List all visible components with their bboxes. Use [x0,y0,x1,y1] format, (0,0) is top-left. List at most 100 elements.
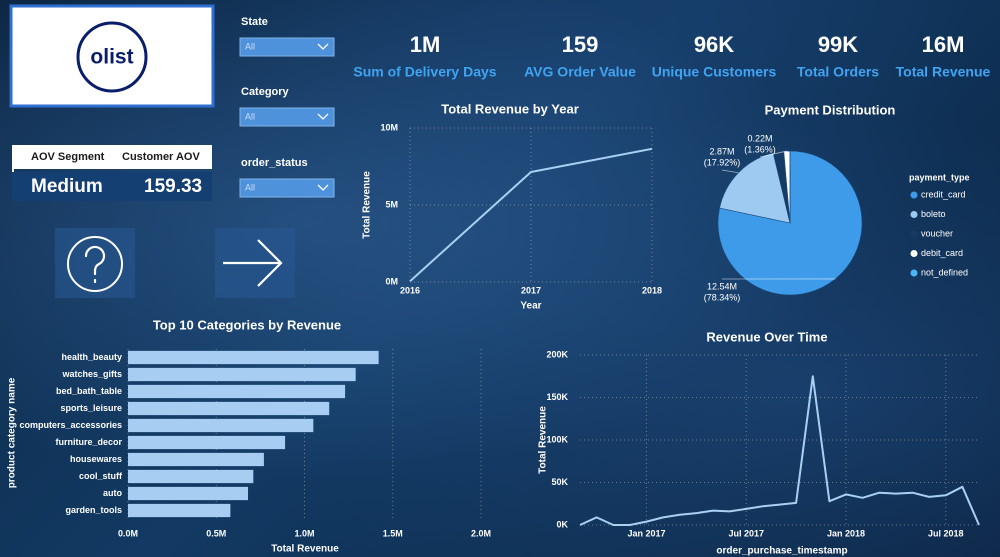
bar [128,401,330,416]
arrow-icon [223,239,283,287]
legend-title: payment_type [909,172,970,182]
data-label: 12.54M [707,281,737,291]
legend-swatch [910,191,918,199]
slicer-value: All [245,41,255,51]
y-tick-label: 50K [551,477,568,487]
kpi-value: 1M [410,32,441,57]
legend-entry: credit_card [921,189,966,199]
slicer-label: Category [241,86,290,98]
bar [128,503,231,518]
table-row [12,172,212,201]
slicer-value: All [245,111,255,121]
kpi-value: 16M [922,32,965,57]
y-axis-label: product category name [7,377,18,488]
x-tick-label: Jul 2017 [728,528,764,538]
table-header-cell: AOV Segment [31,151,105,163]
y-tick-label: bed_bath_table [56,386,122,396]
y-tick-label: 150K [546,392,568,402]
y-tick-label: 200K [546,349,568,359]
bar [128,469,254,484]
x-tick-label: 0.5M [206,528,226,538]
y-axis-label: Total Revenue [362,171,373,239]
y-tick-label: housewares [70,454,122,464]
x-tick-label: 1.5M [383,528,403,538]
y-tick-label: health_beauty [61,352,122,362]
x-tick-label: Jan 2017 [627,528,665,538]
legend-swatch [910,211,918,218]
x-tick-label: 1.0M [294,528,314,538]
kpi-label: Unique Customers [652,64,777,80]
legend-swatch [910,250,918,257]
y-tick-label: cool_stuff [79,471,123,481]
dropdown-chevron [317,43,329,50]
legend-entry: debit_card [921,248,963,258]
bar [128,367,356,382]
y-axis-label: Total Revenue [538,406,549,474]
y-tick-label: garden_tools [65,505,122,515]
chart-title: Top 10 Categories by Revenue [153,317,341,332]
x-axis-label: order_purchase_timestamp [716,546,847,557]
legend-entry: voucher [921,228,953,238]
kpi-value: 99K [818,32,858,57]
bar [128,435,286,450]
bar [128,486,249,501]
y-tick-label: furniture_decor [55,437,122,447]
legend-entry: boleto [921,209,946,219]
bar [128,452,264,467]
help-icon [67,236,123,292]
y-tick-label: 100K [546,434,568,444]
y-tick-label: 0M [385,276,398,286]
chart-title: Total Revenue by Year [441,101,579,116]
help-glyph [84,245,106,284]
bar [128,384,346,399]
help-button[interactable] [55,228,135,298]
table-header [12,145,212,169]
slicer-label: order_status [241,157,308,169]
y-tick-label: sports_leisure [60,403,122,413]
kpi-label: Total Revenue [896,64,991,80]
slicer-value: All [245,182,255,192]
data-label: (78.34%) [704,292,741,302]
pie-slice [719,152,791,224]
y-tick-label: auto [103,488,123,498]
data-line [409,147,653,282]
slicer-dropdown[interactable] [239,178,335,198]
data-label: 0.22M [747,133,772,143]
table-cell: 159.33 [144,176,202,197]
x-axis-label: Total Revenue [271,544,339,555]
x-tick-label: 2017 [521,285,541,295]
logo-circle [76,21,148,93]
x-axis-label: Year [520,301,541,312]
y-tick-label: 0K [556,519,568,529]
legend-swatch [910,269,918,277]
kpi-label: Total Orders [797,64,879,80]
dropdown-chevron [317,113,329,120]
chart-title: Payment Distribution [765,102,896,117]
x-tick-label: Jan 2018 [827,528,865,538]
slicer-label: State [241,16,268,28]
leader-line [759,150,787,158]
y-tick-label: 10M [380,122,398,132]
x-tick-label: 2016 [400,285,420,295]
y-tick-label: watches_gifts [61,369,122,379]
table-cell: Medium [31,176,103,197]
kpi-label: AVG Order Value [524,64,636,80]
y-tick-label: 5M [385,199,398,209]
x-tick-label: 2018 [642,285,662,295]
legend-entry: not_defined [921,267,968,277]
data-label: 2.87M [709,146,734,156]
table-header-cell: Customer AOV [122,151,200,163]
x-tick-label: Jul 2018 [928,528,964,538]
bar [128,418,314,433]
kpi-value: 159 [562,32,599,57]
x-tick-label: 0.0M [118,528,138,538]
slicer-dropdown[interactable] [239,37,335,57]
slicer-dropdown[interactable] [239,107,335,127]
logo-text: olist [90,46,133,69]
y-tick-label: computers_accessories [19,420,122,430]
data-label: (1.36%) [744,144,776,154]
data-label: (17.92%) [704,157,741,167]
kpi-value: 96K [694,32,734,57]
